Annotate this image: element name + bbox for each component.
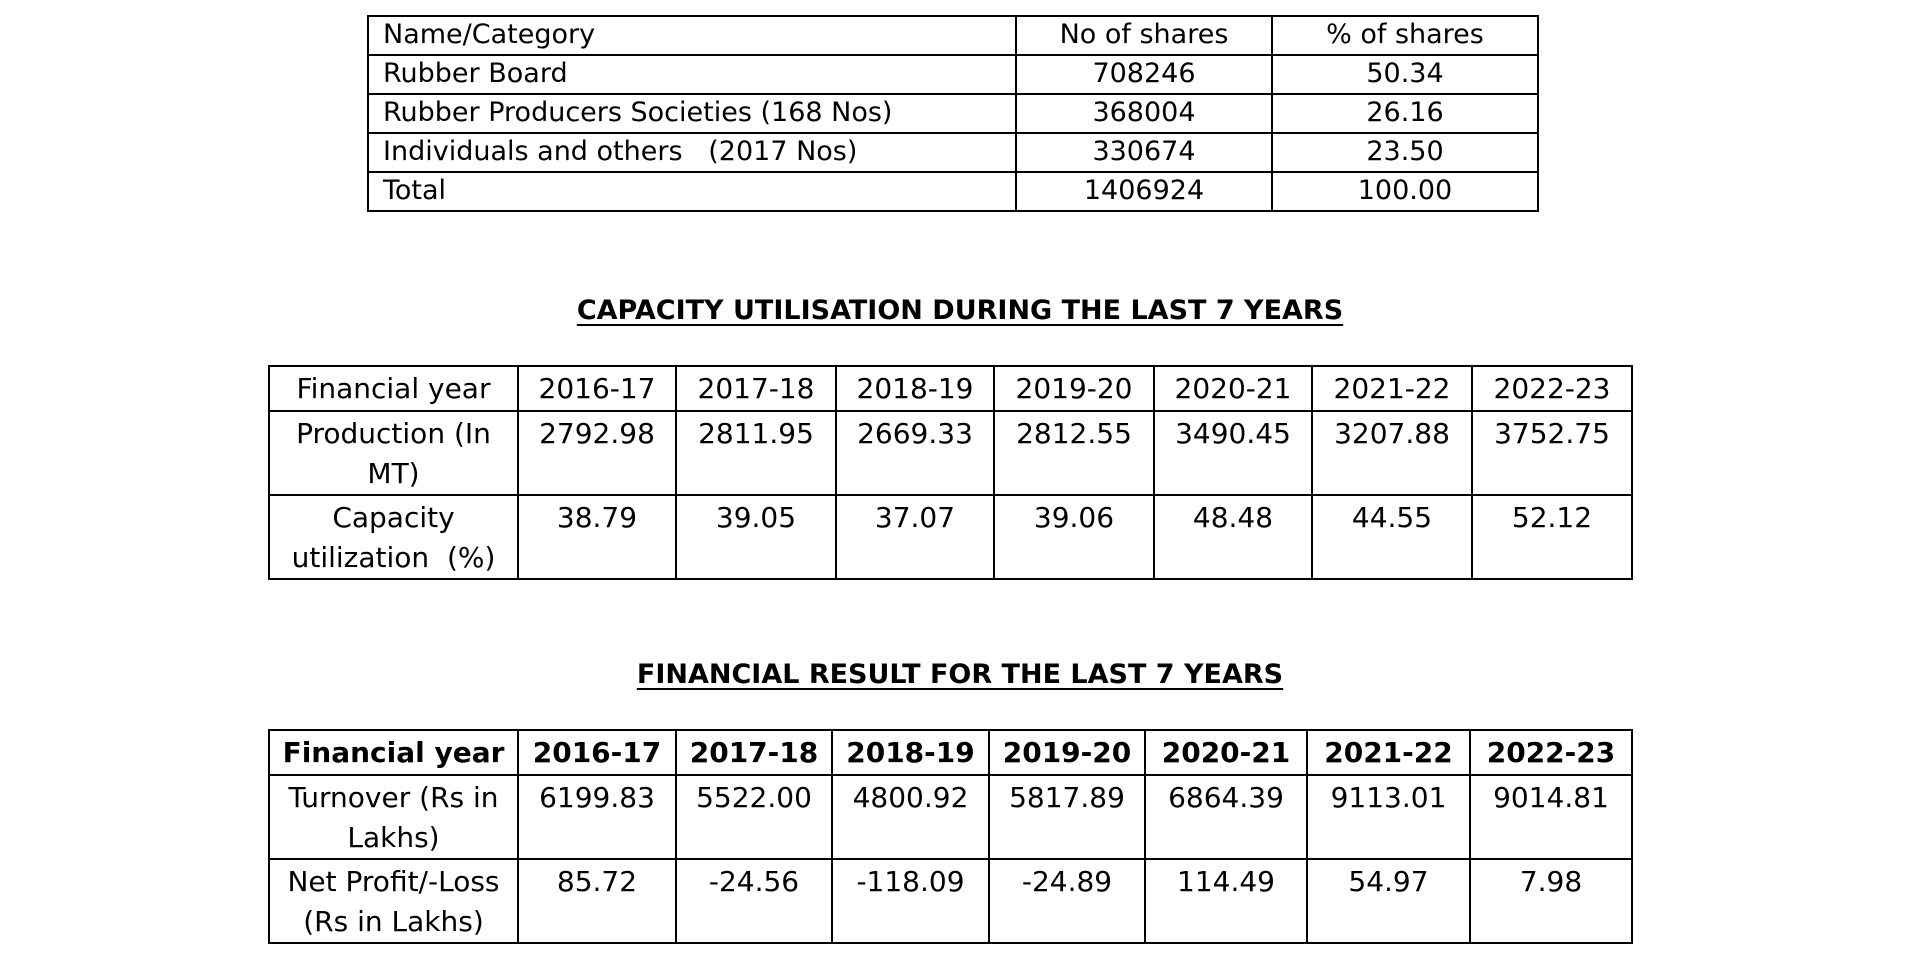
header-cell: Name/Category [367,15,1017,56]
value-cell: 48.48 [1153,494,1313,580]
shares-cell: 330674 [1015,132,1273,173]
table-header-row: Financial year 2016-17 2017-18 2018-19 2… [268,729,1633,776]
year-cell: 2016-17 [517,729,677,776]
table-row: Net Profit/-Loss (Rs in Lakhs) 85.72 -24… [268,858,1633,944]
year-cell: 2020-21 [1144,729,1308,776]
value-cell: 37.07 [835,494,995,580]
value-cell: 2792.98 [517,410,677,496]
table-row: Production (In MT) 2792.98 2811.95 2669.… [268,410,1633,496]
value-cell: 7.98 [1469,858,1633,944]
header-cell: No of shares [1015,15,1273,56]
shares-cell: 708246 [1015,54,1273,95]
value-cell: 54.97 [1306,858,1471,944]
shareholding-table: Name/Category No of shares % of shares R… [367,15,1539,212]
shares-cell: 1406924 [1015,171,1273,212]
capacity-section-title: CAPACITY UTILISATION DURING THE LAST 7 Y… [576,295,1344,326]
header-cell: Financial year [268,365,519,412]
header-cell: % of shares [1271,15,1539,56]
year-cell: 2017-18 [675,365,837,412]
table-header-row: Name/Category No of shares % of shares [367,15,1539,56]
value-cell: 85.72 [517,858,677,944]
value-cell: 5522.00 [675,774,833,860]
row-label-cell: Net Profit/-Loss (Rs in Lakhs) [268,858,519,944]
row-label-cell: Turnover (Rs in Lakhs) [268,774,519,860]
value-cell: 3752.75 [1471,410,1633,496]
capacity-table: Financial year 2016-17 2017-18 2018-19 2… [268,365,1633,580]
value-cell: 9113.01 [1306,774,1471,860]
category-cell: Total [367,171,1017,212]
category-cell: Rubber Board [367,54,1017,95]
shares-cell: 368004 [1015,93,1273,134]
year-cell: 2022-23 [1471,365,1633,412]
table-row: Individuals and others (2017 Nos) 330674… [367,132,1539,173]
value-cell: 5817.89 [988,774,1146,860]
value-cell: 9014.81 [1469,774,1633,860]
value-cell: 2811.95 [675,410,837,496]
year-cell: 2020-21 [1153,365,1313,412]
row-label-cell: Capacity utilization (%) [268,494,519,580]
year-cell: 2021-22 [1311,365,1473,412]
year-cell: 2018-19 [831,729,990,776]
year-cell: 2022-23 [1469,729,1633,776]
financial-section-title: FINANCIAL RESULT FOR THE LAST 7 YEARS [636,659,1284,690]
value-cell: 114.49 [1144,858,1308,944]
value-cell: 52.12 [1471,494,1633,580]
value-cell: 4800.92 [831,774,990,860]
value-cell: 2812.55 [993,410,1155,496]
percent-cell: 23.50 [1271,132,1539,173]
value-cell: 3490.45 [1153,410,1313,496]
value-cell: -24.56 [675,858,833,944]
year-cell: 2016-17 [517,365,677,412]
table-row-total: Total 1406924 100.00 [367,171,1539,212]
table-row: Turnover (Rs in Lakhs) 6199.83 5522.00 4… [268,774,1633,860]
category-cell: Individuals and others (2017 Nos) [367,132,1017,173]
value-cell: 6199.83 [517,774,677,860]
value-cell: 3207.88 [1311,410,1473,496]
financial-table: Financial year 2016-17 2017-18 2018-19 2… [268,729,1633,944]
table-row: Rubber Producers Societies (168 Nos) 368… [367,93,1539,134]
percent-cell: 50.34 [1271,54,1539,95]
value-cell: -24.89 [988,858,1146,944]
percent-cell: 26.16 [1271,93,1539,134]
header-cell: Financial year [268,729,519,776]
value-cell: 38.79 [517,494,677,580]
value-cell: -118.09 [831,858,990,944]
value-cell: 39.05 [675,494,837,580]
category-cell: Rubber Producers Societies (168 Nos) [367,93,1017,134]
value-cell: 39.06 [993,494,1155,580]
table-row: Capacity utilization (%) 38.79 39.05 37.… [268,494,1633,580]
year-cell: 2019-20 [988,729,1146,776]
table-header-row: Financial year 2016-17 2017-18 2018-19 2… [268,365,1633,412]
value-cell: 6864.39 [1144,774,1308,860]
table-row: Rubber Board 708246 50.34 [367,54,1539,95]
year-cell: 2018-19 [835,365,995,412]
year-cell: 2017-18 [675,729,833,776]
value-cell: 2669.33 [835,410,995,496]
year-cell: 2019-20 [993,365,1155,412]
year-cell: 2021-22 [1306,729,1471,776]
row-label-cell: Production (In MT) [268,410,519,496]
value-cell: 44.55 [1311,494,1473,580]
percent-cell: 100.00 [1271,171,1539,212]
